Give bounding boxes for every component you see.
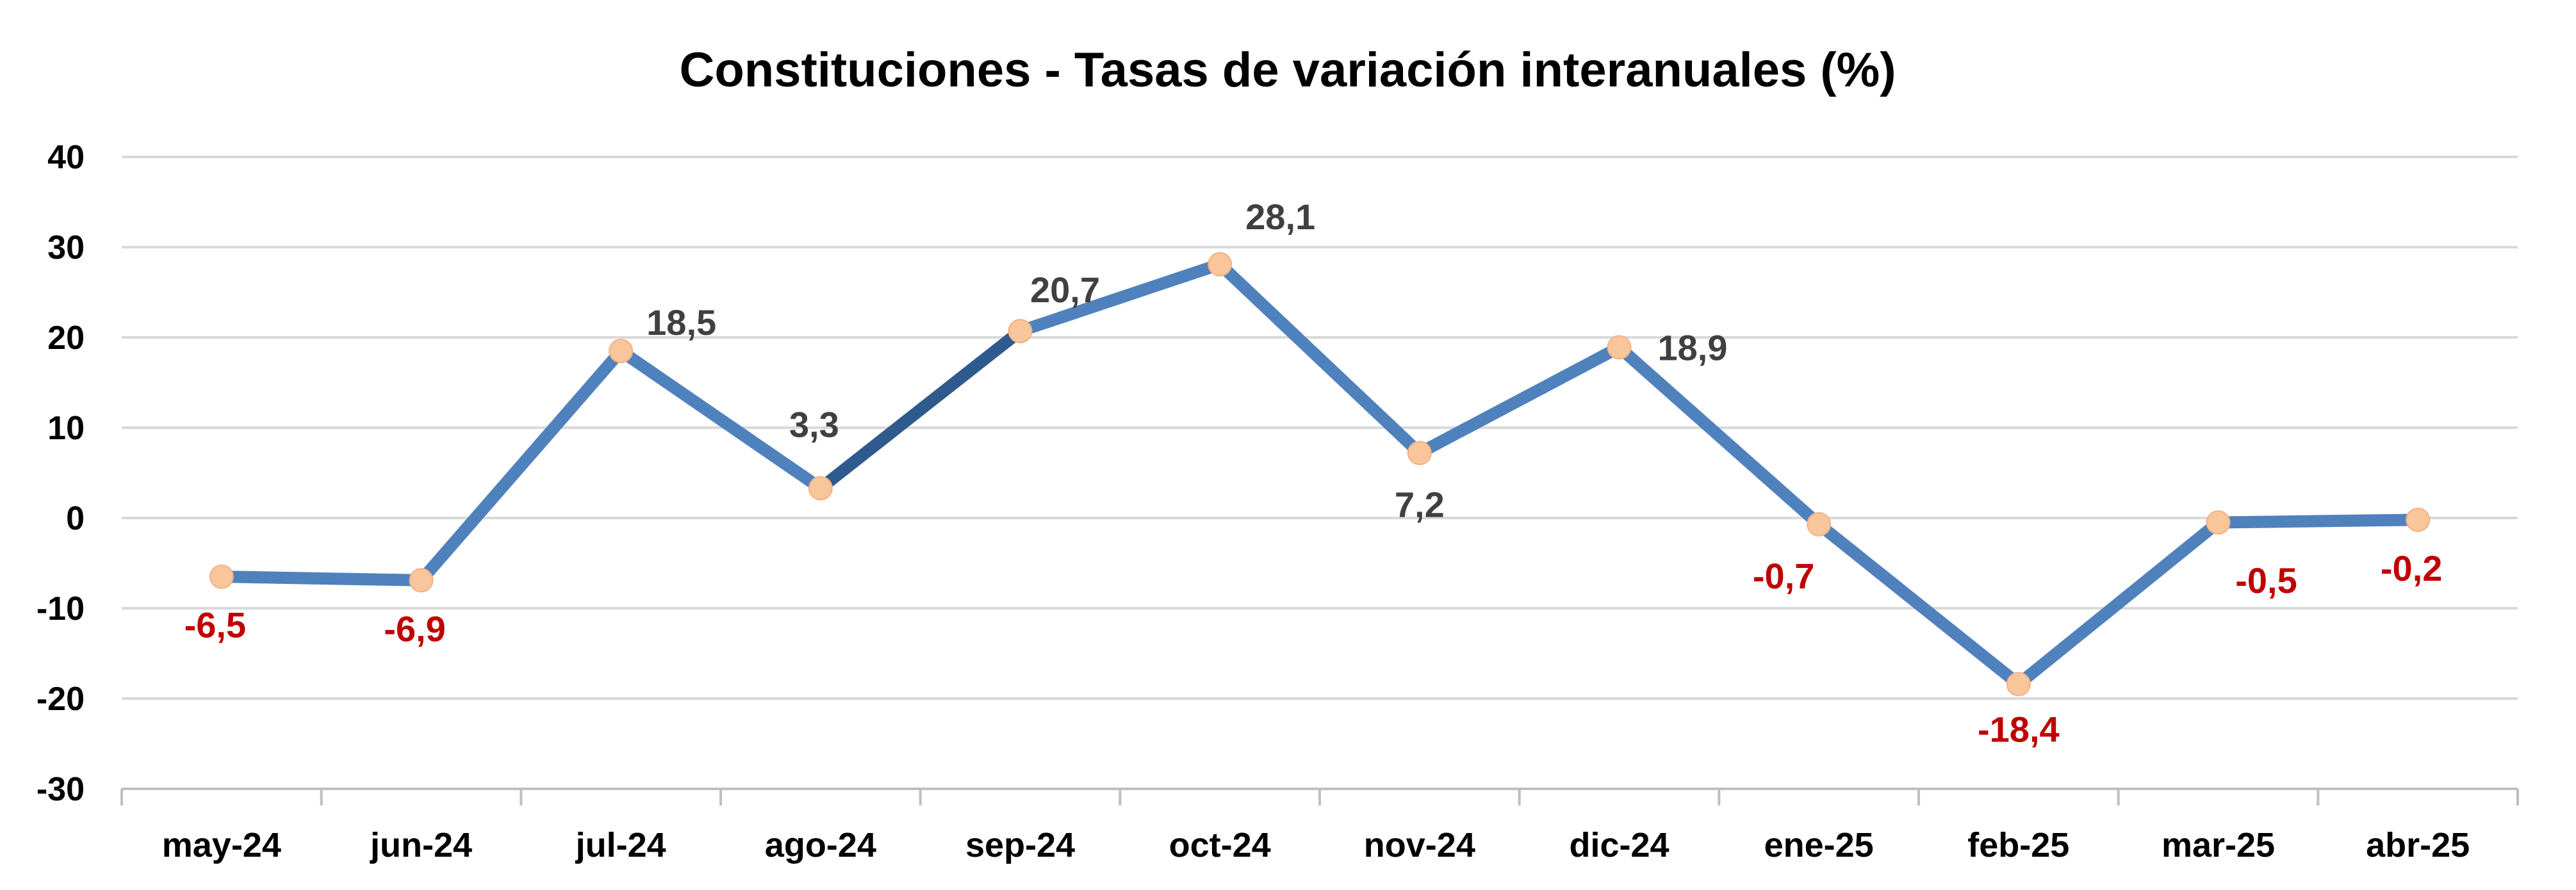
- series-line-segment: [1014, 258, 1226, 337]
- data-label: -6,9: [384, 608, 446, 649]
- x-tick-label: feb-25: [1967, 826, 2069, 864]
- data-markers: [209, 252, 2431, 697]
- x-tick-label: dic-24: [1569, 826, 1669, 864]
- x-tick-label: may-24: [162, 826, 281, 864]
- data-point: [808, 476, 833, 501]
- data-label: 18,5: [646, 302, 716, 343]
- series-line-segment: [215, 570, 427, 587]
- y-tick-label: 40: [47, 139, 85, 176]
- y-tick-label: 30: [47, 229, 85, 266]
- y-tick-label: 0: [66, 500, 85, 537]
- chart-title: Constituciones - Tasas de variación inte…: [679, 43, 1896, 97]
- data-point: [1407, 441, 1432, 465]
- y-tick-label: -20: [37, 681, 85, 718]
- y-tick-label: 20: [47, 320, 85, 357]
- x-axis: may-24 jun-24 jul-24 ago-24 sep-24 oct-24 nov-…: [120, 788, 2519, 864]
- series-line-segment: [1413, 341, 1625, 459]
- series-line-segment: [2012, 516, 2224, 690]
- series-line-segment: [1812, 518, 2025, 690]
- data-label: 20,7: [1030, 270, 1100, 310]
- data-point: [2406, 507, 2431, 532]
- data-label: -0,7: [1753, 556, 1815, 596]
- y-axis-ticks: 40 30 20 10 0 -10 -20 -30: [37, 139, 85, 808]
- y-tick-label: 10: [47, 410, 85, 447]
- series-line-segment: [1613, 341, 1825, 531]
- data-point: [1807, 512, 1832, 537]
- data-label: -0,5: [2235, 560, 2297, 601]
- data-point: [1208, 252, 1233, 277]
- data-label: 7,2: [1395, 484, 1445, 524]
- y-tick-label: -30: [37, 771, 85, 808]
- data-label: -18,4: [1978, 709, 2060, 749]
- data-label: 18,9: [1658, 328, 1728, 368]
- data-point: [1008, 319, 1033, 344]
- x-tick-label: jul-24: [575, 826, 666, 864]
- series-line-segment: [1213, 258, 1426, 459]
- x-tick-label: ago-24: [765, 826, 876, 864]
- data-point: [1607, 335, 1632, 360]
- data-point: [209, 564, 234, 589]
- x-tick-label: sep-24: [965, 826, 1075, 864]
- gridlines: [122, 156, 2518, 790]
- series-line-segment: [814, 325, 1026, 494]
- data-labels: -6,5 -6,9 18,5 3,3 20,7 28,1 7,2 18,9 -0,7 -18,4 -…: [185, 197, 2443, 750]
- data-point: [609, 339, 634, 364]
- x-tick-label: nov-24: [1364, 826, 1475, 864]
- x-tick-label: oct-24: [1169, 826, 1271, 864]
- series-line-segment: [614, 344, 827, 494]
- data-point: [409, 568, 434, 593]
- x-tick-label: ene-25: [1764, 826, 1874, 864]
- x-tick-label: mar-25: [2162, 826, 2275, 864]
- series-line-segment: [415, 344, 627, 587]
- x-tick-label: jun-24: [370, 826, 472, 864]
- data-label: -0,2: [2381, 548, 2443, 588]
- series-line-segment: [2212, 514, 2424, 529]
- data-point: [2006, 672, 2031, 697]
- y-tick-label: -10: [37, 590, 85, 627]
- x-tick-label: abr-25: [2366, 826, 2470, 864]
- data-label: 28,1: [1245, 197, 1315, 237]
- data-label: -6,5: [185, 605, 247, 645]
- data-point: [2206, 510, 2231, 535]
- data-label: 3,3: [789, 404, 839, 444]
- data-series: [215, 258, 2424, 690]
